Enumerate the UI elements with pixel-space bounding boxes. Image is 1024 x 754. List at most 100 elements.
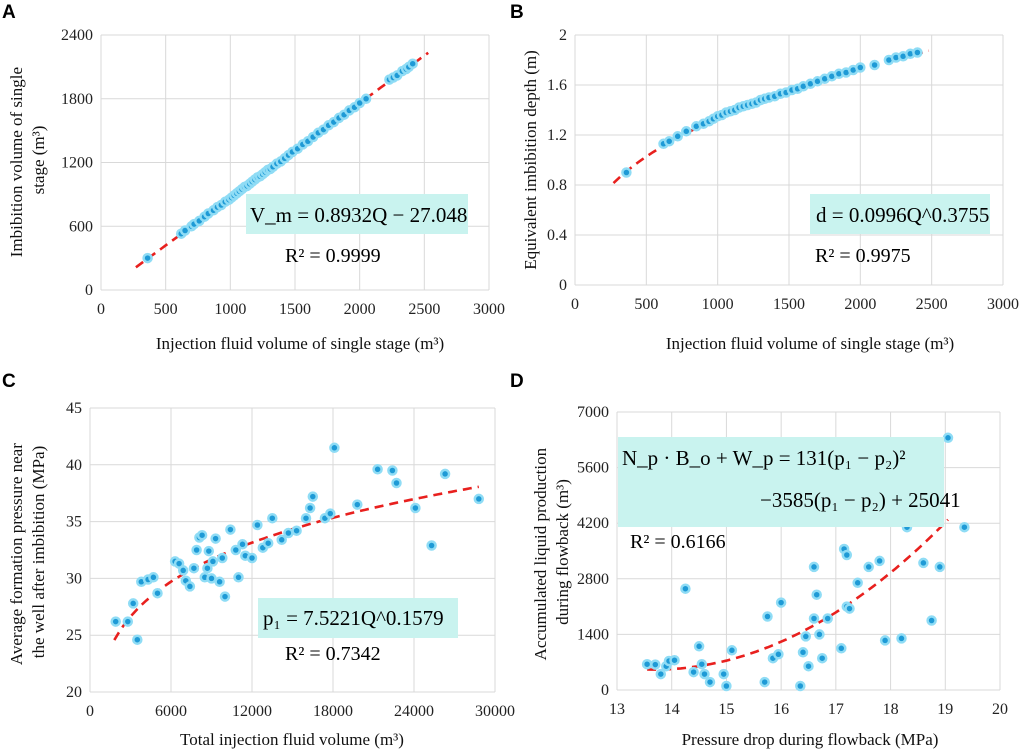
y-axis-label-line: Average formation pressure near	[7, 443, 26, 665]
data-point	[439, 468, 451, 480]
data-point	[795, 680, 806, 692]
fit-curve	[612, 49, 930, 185]
r-squared: R² = 0.9975	[815, 245, 911, 267]
data-point	[407, 58, 418, 69]
y-axis-label: Accumulated liquid production during flo…	[531, 444, 572, 661]
data-point	[291, 525, 302, 536]
r-squared: R² = 0.9999	[285, 245, 381, 267]
y-axis-label-line: Accumulated liquid production	[531, 447, 550, 660]
data-point	[896, 633, 907, 644]
data-point	[814, 629, 825, 640]
r-squared: R² = 0.6166	[630, 531, 726, 553]
data-point	[300, 512, 312, 524]
data-point	[225, 524, 236, 535]
data-point	[926, 615, 937, 626]
data-point	[206, 573, 217, 584]
equation-box	[618, 437, 944, 527]
fit-equation: p₁ = 7.5221Q^0.1579	[263, 606, 444, 630]
data-point	[874, 555, 885, 567]
data-point	[148, 572, 159, 583]
data-point	[276, 534, 287, 546]
y-tick-label: 1400	[577, 626, 609, 643]
x-tick-label: 16	[773, 701, 789, 718]
data-point	[372, 464, 383, 475]
x-tick-label: 500	[154, 301, 178, 318]
y-tick-label: 0	[85, 282, 93, 299]
x-tick-label: 1000	[214, 301, 246, 318]
data-point	[680, 583, 691, 594]
data-point	[196, 529, 208, 541]
fit-equation-line-1: N_p · B_o + W_p = 131(p₁ − p₂)²	[622, 446, 906, 470]
x-tick-label: 20	[992, 701, 1008, 718]
data-point	[283, 527, 294, 539]
data-point	[726, 645, 738, 656]
data-point	[202, 562, 213, 574]
x-tick-label: 15	[718, 701, 734, 718]
data-points	[621, 47, 923, 178]
y-tick-label: 40	[66, 457, 82, 474]
y-tick-label: 1200	[61, 155, 93, 172]
data-point	[177, 565, 189, 576]
y-tick-label: 45	[66, 400, 82, 417]
y-tick-label: 4200	[577, 515, 609, 532]
x-tick-label: 18000	[313, 703, 353, 720]
y-tick-label: 0	[601, 682, 609, 699]
data-point	[808, 613, 820, 624]
panel-label: D	[510, 371, 524, 392]
y-tick-label: 2	[559, 27, 567, 44]
data-point	[191, 544, 202, 556]
y-tick-label: 35	[66, 514, 82, 531]
y-tick-label: 0.8	[547, 177, 567, 194]
tick-labels: 20 25 30 35 40 45 0 6000 12000 18000 24000 30000	[66, 400, 515, 720]
data-point	[262, 537, 274, 549]
x-tick-label: 19	[937, 701, 953, 718]
data-point	[473, 493, 485, 505]
x-tick-label: 12000	[232, 703, 272, 720]
data-point	[759, 676, 770, 688]
x-tick-label: 17	[828, 701, 844, 718]
data-point	[762, 611, 773, 622]
data-point	[304, 502, 316, 514]
data-point	[844, 603, 855, 614]
x-tick-label: 1500	[773, 296, 805, 313]
data-point	[184, 581, 196, 592]
equation-box	[258, 598, 458, 638]
data-point	[942, 432, 954, 444]
data-point	[188, 562, 200, 574]
x-tick-label: 3000	[473, 301, 505, 318]
grid-lines	[100, 34, 490, 291]
data-point	[210, 533, 221, 544]
x-tick-label: 6000	[155, 703, 187, 720]
x-tick-label: 30000	[475, 703, 515, 720]
data-point	[127, 598, 139, 609]
data-point	[110, 616, 121, 627]
x-tick-label: 14	[664, 701, 680, 718]
data-point	[841, 549, 853, 561]
y-axis-label: Imbibition volume of single stage (m³)	[7, 63, 48, 258]
data-point	[808, 561, 820, 573]
data-point	[142, 252, 153, 264]
data-point	[122, 616, 134, 627]
data-point	[663, 136, 675, 147]
data-point	[696, 658, 708, 670]
data-point	[214, 576, 225, 588]
data-point	[855, 62, 866, 73]
y-tick-label: 25	[66, 627, 82, 644]
data-points	[110, 442, 485, 645]
data-point	[329, 442, 340, 454]
data-point	[699, 668, 710, 680]
x-tick-label: 2500	[408, 301, 440, 318]
data-point	[360, 93, 372, 105]
data-point	[237, 539, 248, 550]
tick-labels: 0 600 1200 1800 2400 0 500 1000 1500 2000 2500 3000	[61, 27, 505, 318]
x-axis-label: Injection fluid volume of single stage (…	[156, 334, 444, 353]
data-point	[426, 540, 437, 551]
data-point	[230, 544, 242, 556]
data-point	[797, 647, 809, 658]
data-points	[142, 58, 418, 264]
data-point	[217, 552, 228, 564]
x-tick-label: 2500	[916, 296, 948, 313]
y-axis-label: Equivalent imbibition depth (m)	[521, 50, 540, 270]
